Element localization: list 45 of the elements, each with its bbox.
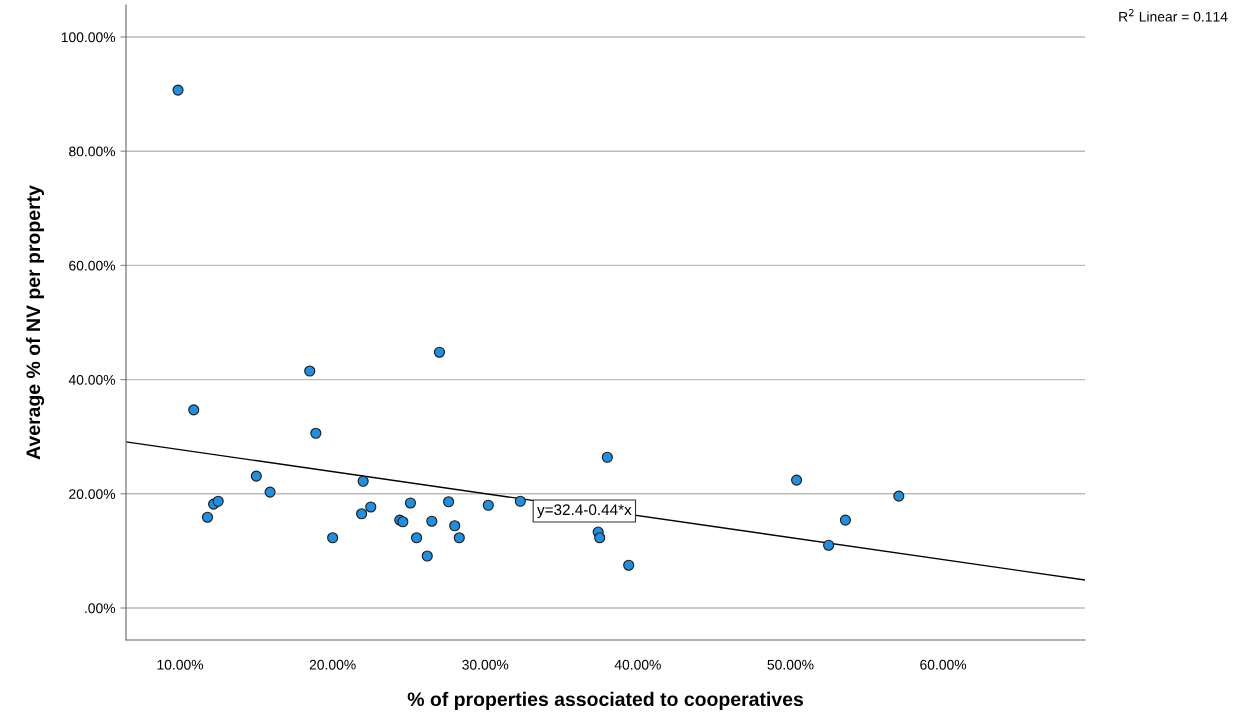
point	[791, 474, 803, 486]
point	[893, 490, 905, 502]
point	[201, 511, 214, 523]
point	[839, 514, 851, 526]
point	[310, 427, 322, 439]
x-tick-label: 30.00%	[462, 659, 509, 670]
point	[250, 470, 262, 482]
point	[304, 365, 316, 377]
point	[357, 475, 369, 487]
point	[601, 451, 613, 463]
x-tick-label: 40.00%	[614, 659, 661, 670]
point	[356, 508, 368, 520]
annotation: y=32.4-0.44*x	[537, 504, 632, 519]
point	[453, 532, 465, 544]
point	[264, 486, 276, 498]
y-tick-label: 60.00%	[69, 260, 116, 271]
point	[411, 532, 423, 544]
point	[482, 499, 494, 511]
point	[426, 515, 438, 527]
y-axis-title: Average % of NV per property	[25, 185, 45, 460]
y-tick-label: 40.00%	[68, 374, 116, 385]
point	[172, 84, 184, 96]
point	[823, 539, 835, 551]
x-tick-label: 20.00%	[309, 659, 356, 670]
point	[188, 404, 200, 416]
y-tick-label: 80.00%	[69, 146, 116, 157]
point	[404, 497, 417, 509]
y-tick-label: 100.00%	[61, 32, 116, 43]
point	[421, 550, 433, 562]
text: R$^{2}$ Linear = 0.114	[1119, 8, 1228, 22]
point	[365, 501, 377, 513]
x-axis-title: % of properties associated to cooperatives	[407, 691, 803, 710]
point	[212, 495, 224, 507]
point	[433, 346, 446, 358]
y-tick-label: .00%	[85, 603, 116, 614]
point	[594, 532, 606, 544]
x-tick-label: 60.00%	[920, 659, 967, 670]
x-tick-label: 10.00%	[157, 659, 204, 670]
point	[449, 520, 461, 532]
y-tick-label: 20.00%	[69, 489, 116, 499]
point	[514, 495, 526, 507]
x-tick-label: 50.00%	[767, 659, 814, 670]
point	[443, 496, 455, 508]
point	[327, 532, 339, 544]
point	[623, 559, 635, 571]
